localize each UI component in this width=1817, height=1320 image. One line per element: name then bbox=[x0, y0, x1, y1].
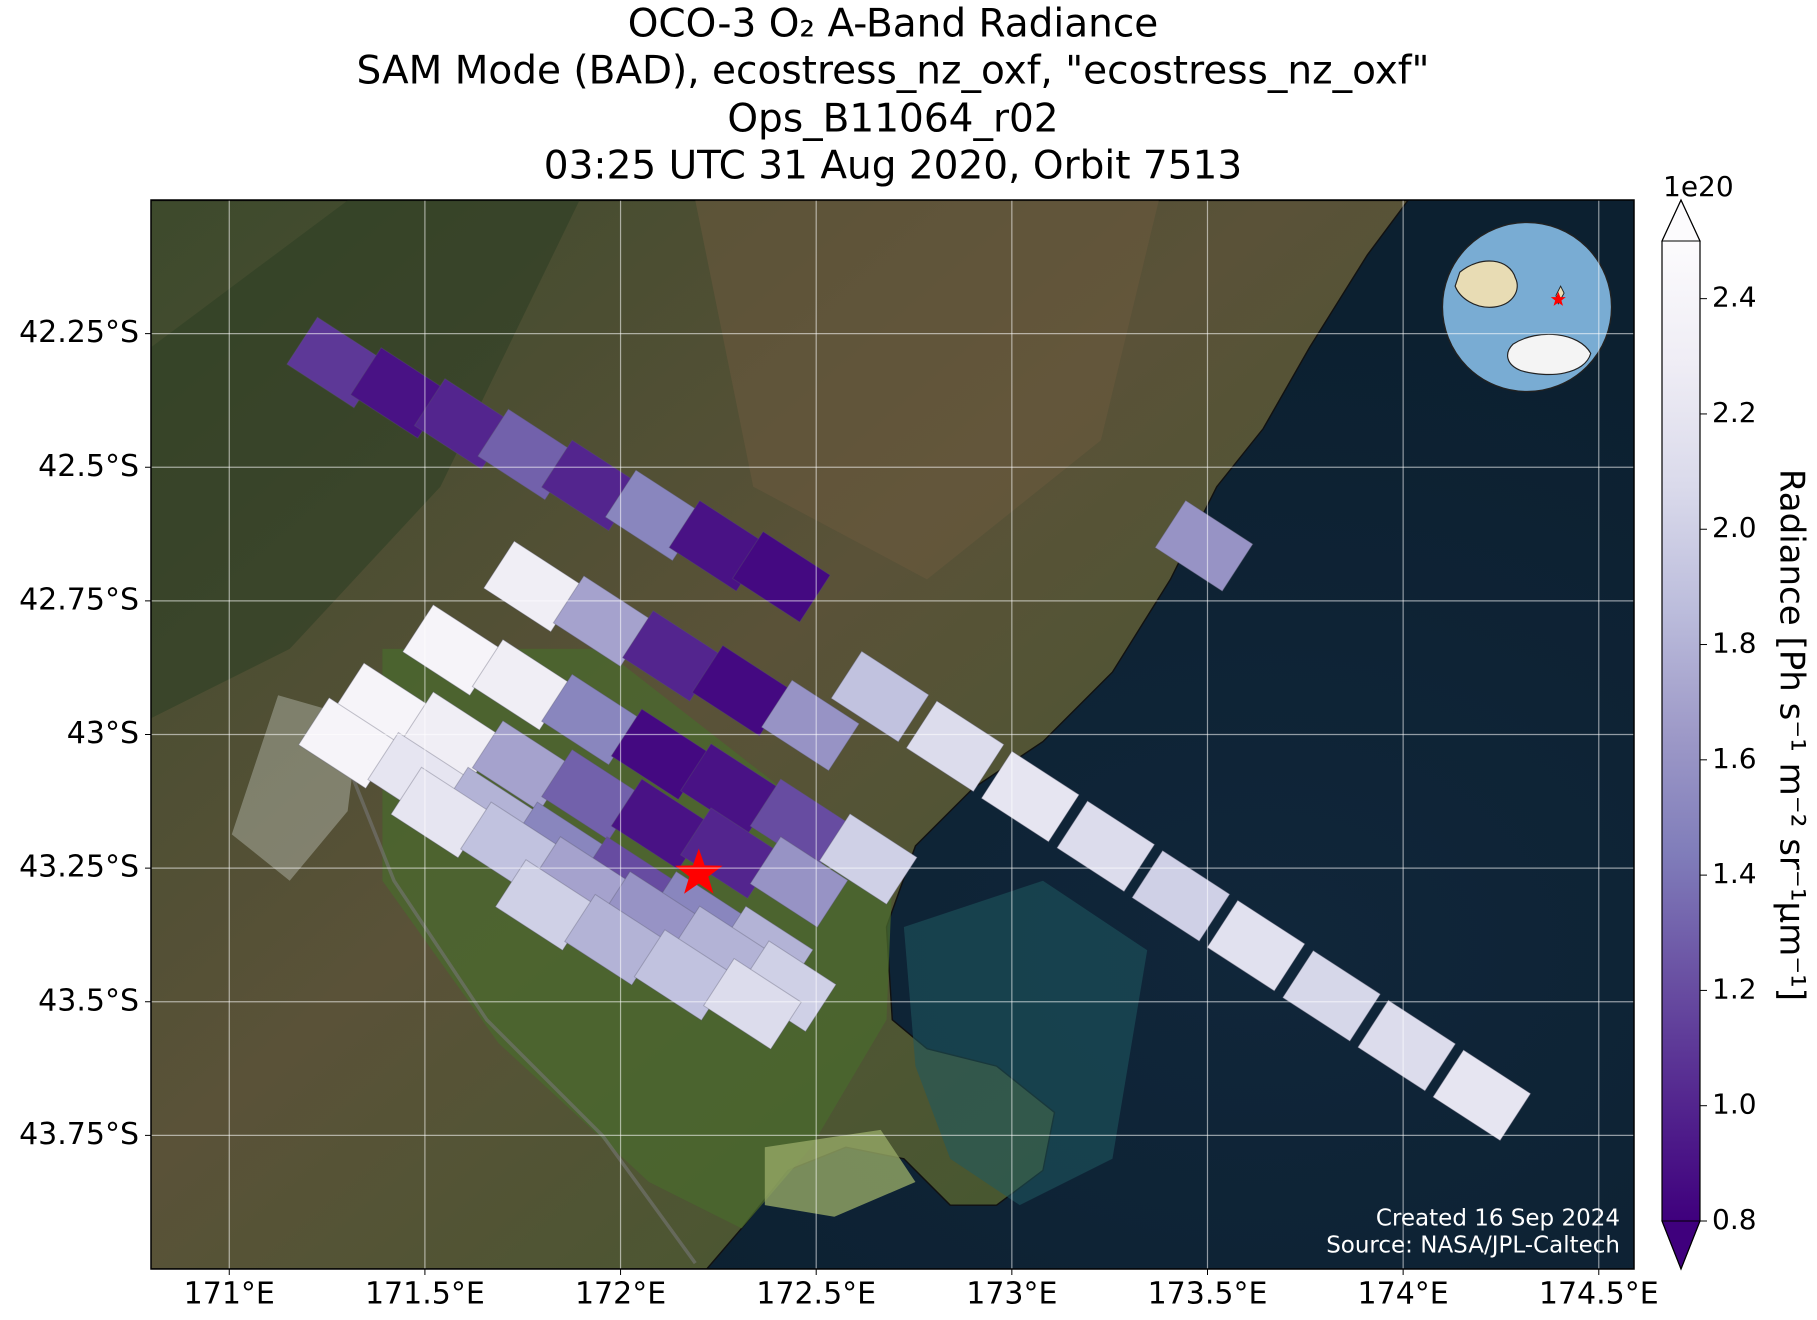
swath bbox=[286, 316, 1532, 1142]
colorbar-tick-label: 1.8 bbox=[1712, 627, 1757, 660]
x-tick-label: 171°E bbox=[184, 1277, 275, 1312]
footprint bbox=[702, 957, 802, 1050]
grid bbox=[151, 200, 1634, 1269]
y-tick-label: 43°S bbox=[67, 716, 139, 751]
footprint bbox=[760, 679, 860, 772]
y-tick-label: 43.5°S bbox=[38, 983, 139, 1018]
footprint bbox=[1282, 949, 1382, 1042]
colorbar-tick-label: 2.2 bbox=[1712, 396, 1757, 429]
colorbar-tick-label: 2.0 bbox=[1712, 511, 1757, 544]
y-tick-label: 43.25°S bbox=[19, 850, 139, 885]
colorbar-tick-label: 1.4 bbox=[1712, 857, 1757, 890]
footprint bbox=[1432, 1049, 1532, 1142]
footprint bbox=[1154, 499, 1254, 592]
x-tick-label: 171.5°E bbox=[365, 1277, 485, 1312]
credit: Source: NASA/JPL-Caltech bbox=[1326, 1233, 1620, 1259]
y-tick-label: 43.75°S bbox=[19, 1117, 139, 1152]
colorbar-tick-label: 0.8 bbox=[1712, 1203, 1757, 1236]
colorbar-tick-label: 1.2 bbox=[1712, 972, 1757, 1005]
colorbar-label: Radiance [Ph s⁻¹ m⁻² sr⁻¹μm⁻¹] bbox=[1772, 469, 1812, 1001]
x-tick-label: 173°E bbox=[966, 1277, 1057, 1312]
y-tick-label: 42.25°S bbox=[19, 315, 139, 350]
chart-title: SAM Mode (BAD), ecostress_nz_oxf, "ecost… bbox=[357, 49, 1430, 94]
colorbar-tick-label: 2.4 bbox=[1712, 281, 1757, 314]
colorbar-tick-label: 1.6 bbox=[1712, 742, 1757, 775]
footprint bbox=[749, 836, 849, 928]
chart-title: 03:25 UTC 31 Aug 2020, Orbit 7513 bbox=[544, 144, 1242, 189]
x-tick-label: 173.5°E bbox=[1148, 1277, 1268, 1312]
colorbar-offset: 1e20 bbox=[1663, 170, 1734, 203]
globe-inset bbox=[1441, 221, 1613, 393]
footprint bbox=[1357, 999, 1457, 1092]
colorbar-extend-bottom bbox=[1661, 1220, 1701, 1271]
footprint bbox=[1206, 899, 1306, 992]
x-tick-label: 172°E bbox=[575, 1277, 666, 1312]
y-tick-label: 42.5°S bbox=[38, 449, 139, 484]
footprint bbox=[830, 650, 930, 743]
colorbar-extend-top bbox=[1661, 198, 1701, 242]
footprint bbox=[818, 813, 918, 905]
colorbar bbox=[1662, 241, 1700, 1221]
credit: Created 16 Sep 2024 bbox=[1376, 1206, 1620, 1232]
x-tick-label: 174.5°E bbox=[1539, 1277, 1659, 1312]
colorbar-tick-label: 1.0 bbox=[1712, 1088, 1757, 1121]
footprint bbox=[1131, 849, 1231, 942]
chart-title: Ops_B11064_r02 bbox=[727, 97, 1058, 142]
footprint bbox=[905, 700, 1005, 793]
footprint bbox=[980, 750, 1080, 843]
chart-title: OCO-3 O₂ A-Band Radiance bbox=[628, 2, 1159, 47]
x-tick-label: 174°E bbox=[1358, 1277, 1449, 1312]
y-tick-label: 42.75°S bbox=[19, 582, 139, 617]
x-tick-label: 172.5°E bbox=[756, 1277, 876, 1312]
target-marker bbox=[675, 848, 723, 894]
